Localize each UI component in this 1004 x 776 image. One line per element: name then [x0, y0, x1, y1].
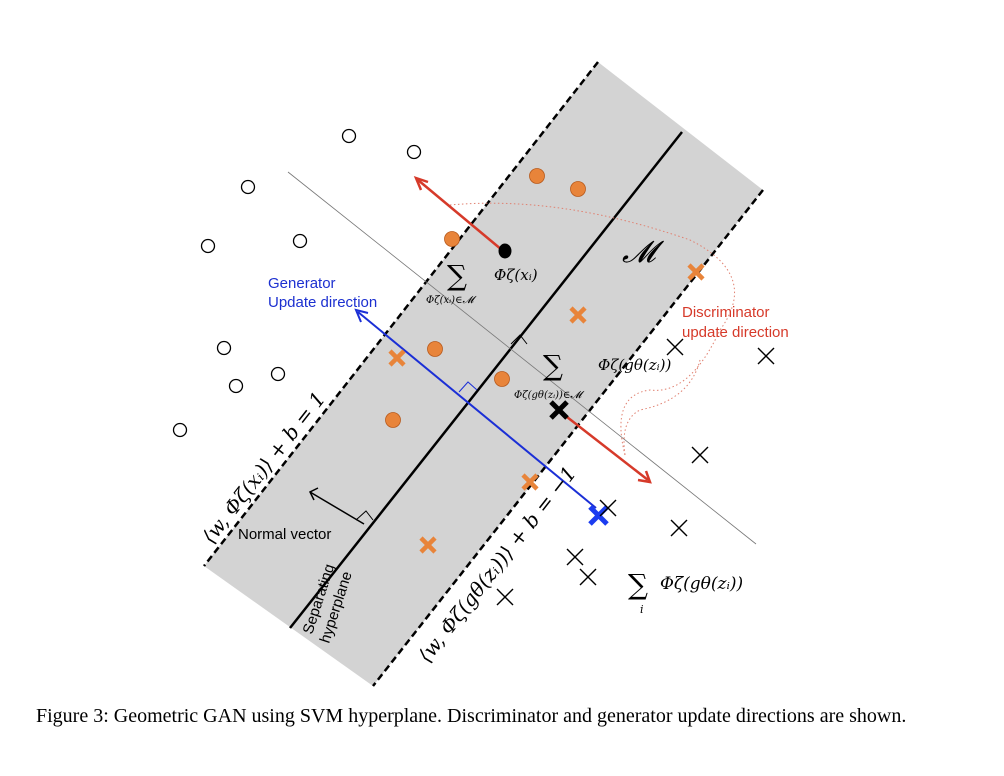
discriminator-arrow-top: [413, 175, 503, 251]
orange-circle: [444, 231, 460, 247]
dotted-connector-2: [623, 359, 701, 456]
sum-mid-sub: Φζ(gθ(zᵢ))∈𝓜: [514, 390, 585, 401]
sum-top-sigma: ∑: [447, 259, 467, 292]
orange-cross: [569, 306, 587, 324]
open-circle: [341, 128, 357, 144]
generator-fake-sample: [588, 505, 609, 526]
margin-band: [204, 62, 763, 686]
discriminator-label-line1: Discriminator: [682, 304, 770, 321]
highlighted-real-sample: [498, 243, 512, 259]
sum-right-sigma: ∑: [628, 568, 648, 601]
orange-circle: [494, 371, 510, 387]
right-angle-marker-normal: [355, 510, 374, 521]
open-circle: [270, 366, 286, 382]
sum-top-sub: Φζ(xᵢ)∈𝓜: [426, 295, 477, 306]
normal-vector-label: Normal vector: [238, 526, 331, 543]
orange-circle: [385, 412, 401, 428]
fake-samples-outside: [496, 338, 775, 606]
margin-line-top: [203, 61, 599, 567]
thin-cross: [579, 568, 597, 586]
geometric-gan-diagram: 𝓜 Φζ(xᵢ) ∑ Φζ(xᵢ)∈𝓜 ∑ Φζ(gθ(zᵢ))∈𝓜 Φζ(gθ…: [172, 61, 789, 687]
orange-circle: [570, 181, 586, 197]
orange-cross: [388, 349, 406, 367]
sum-right-label: Φζ(gθ(zᵢ)): [660, 574, 743, 594]
discriminator-label-line2: update direction: [682, 324, 789, 341]
thin-cross: [666, 338, 684, 356]
open-circle: [292, 233, 308, 249]
sum-mid-sigma: ∑: [543, 349, 563, 382]
right-angle-marker-blue: [458, 381, 478, 393]
figure-caption: Figure 3: Geometric GAN using SVM hyperp…: [36, 705, 907, 727]
phi-x-label: Φζ(xᵢ): [494, 266, 538, 284]
generator-arrow: [354, 308, 597, 509]
thin-cross: [496, 588, 514, 606]
open-circle: [200, 238, 216, 254]
thin-cross: [757, 347, 775, 365]
highlighted-fake-sample: [549, 400, 569, 420]
normal-vector-arrowhead: [308, 487, 319, 501]
open-circle: [228, 378, 244, 394]
thin-cross: [691, 446, 709, 464]
separating-hyperplane: [289, 131, 683, 629]
open-circle: [406, 144, 422, 160]
open-circle: [240, 179, 256, 195]
orange-cross: [419, 536, 437, 554]
dotted-connector: [449, 202, 735, 456]
generator-label-line1: Generator: [268, 275, 336, 292]
right-angle-marker: [510, 334, 528, 345]
fake-samples-inside: [388, 263, 705, 554]
orange-cross: [521, 473, 539, 491]
thin-cross: [599, 499, 617, 517]
open-circle: [172, 422, 188, 438]
orange-cross: [687, 263, 705, 281]
sum-right-sub: i: [640, 603, 644, 616]
discriminator-arrow-bottom: [557, 409, 652, 484]
real-samples-inside: [385, 168, 586, 428]
real-samples-outside: [172, 128, 422, 438]
open-circle: [216, 340, 232, 356]
normal-axis-line: [287, 171, 757, 545]
thin-cross: [566, 548, 584, 566]
phi-g-label: Φζ(gθ(zᵢ)): [598, 356, 672, 374]
thin-cross: [670, 519, 688, 537]
generator-label-line2: Update direction: [268, 294, 377, 311]
normal-vector-arrow: [309, 491, 365, 525]
orange-circle: [427, 341, 443, 357]
orange-circle: [529, 168, 545, 184]
